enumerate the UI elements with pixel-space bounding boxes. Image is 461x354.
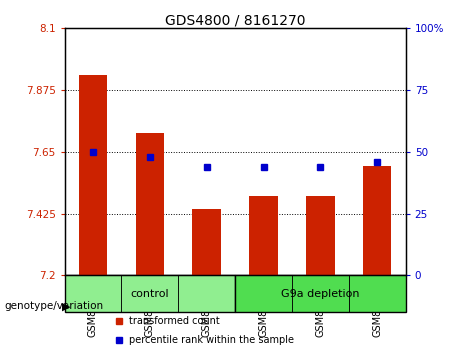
Bar <box>65 275 121 312</box>
Bar <box>79 75 107 275</box>
Bar <box>249 196 278 275</box>
Text: control: control <box>130 289 169 299</box>
Text: ▶: ▶ <box>62 301 71 311</box>
Bar <box>235 275 292 312</box>
Bar <box>178 275 235 312</box>
Bar <box>136 133 164 275</box>
Bar <box>235 275 406 312</box>
Bar <box>349 275 406 312</box>
Text: percentile rank within the sample: percentile rank within the sample <box>130 335 295 345</box>
Text: genotype/variation: genotype/variation <box>5 301 104 311</box>
Bar <box>292 275 349 312</box>
Title: GDS4800 / 8161270: GDS4800 / 8161270 <box>165 13 305 27</box>
Text: transformed count: transformed count <box>130 316 220 326</box>
Bar <box>306 196 335 275</box>
Bar <box>121 275 178 312</box>
Text: G9a depletion: G9a depletion <box>281 289 360 299</box>
Bar <box>363 166 391 275</box>
Bar <box>65 275 235 312</box>
Bar <box>193 210 221 275</box>
